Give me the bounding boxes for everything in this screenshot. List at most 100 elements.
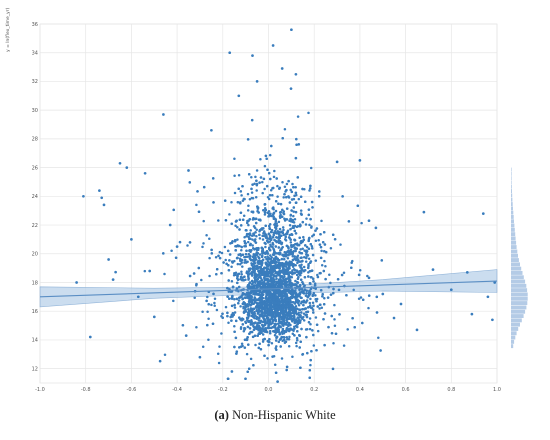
data-point (251, 335, 255, 339)
data-point (281, 136, 284, 140)
data-point (279, 202, 283, 206)
y-tick-label: 16 (32, 309, 38, 315)
data-point (353, 326, 356, 329)
marginal-bar (511, 245, 517, 249)
data-point (285, 218, 289, 221)
data-point (269, 299, 272, 303)
data-point (262, 325, 265, 328)
data-point (213, 297, 217, 301)
data-point (227, 268, 231, 272)
data-point (281, 226, 285, 229)
data-point (248, 310, 252, 313)
data-point (265, 297, 269, 301)
data-point (252, 267, 255, 271)
data-point (273, 363, 277, 366)
regression-line (39, 280, 498, 298)
data-point (118, 161, 122, 165)
data-point (288, 335, 291, 339)
data-point (224, 258, 227, 262)
data-point (210, 303, 213, 307)
data-point (258, 237, 262, 240)
data-point (275, 348, 278, 351)
data-point (295, 299, 298, 302)
data-point (235, 350, 239, 353)
data-point (381, 292, 385, 296)
data-point (296, 277, 300, 280)
data-point (293, 257, 296, 261)
data-point (287, 297, 291, 300)
data-point (294, 242, 297, 246)
data-point (278, 227, 282, 231)
marginal-bar (511, 232, 516, 237)
data-point (250, 296, 253, 300)
data-point (277, 258, 281, 262)
data-point (258, 271, 261, 274)
data-point (279, 337, 283, 340)
data-point (270, 341, 274, 345)
data-point (224, 218, 228, 222)
data-point (309, 306, 313, 309)
data-point (272, 273, 275, 277)
data-point (282, 269, 286, 272)
data-point (261, 340, 265, 343)
data-point (285, 318, 288, 322)
data-point (254, 273, 258, 277)
data-point (295, 294, 298, 298)
data-point (265, 292, 268, 295)
data-point (465, 271, 469, 274)
data-point (273, 231, 276, 235)
data-point (298, 321, 302, 324)
data-point (337, 288, 341, 292)
data-point (240, 270, 243, 273)
data-point (281, 231, 284, 235)
data-point (292, 244, 295, 247)
data-point (323, 312, 327, 315)
data-point (295, 336, 299, 340)
data-point (262, 316, 265, 319)
data-point (229, 242, 232, 245)
data-point (265, 316, 269, 320)
data-point (277, 314, 281, 318)
data-point (274, 272, 277, 275)
data-point (274, 245, 278, 248)
data-point (291, 355, 294, 359)
data-point (246, 209, 250, 212)
data-point (304, 294, 308, 298)
data-point (284, 279, 287, 283)
data-point (230, 304, 234, 308)
data-point (367, 219, 371, 223)
data-point (265, 157, 268, 160)
data-point (275, 277, 278, 280)
data-point (285, 188, 288, 192)
data-point (226, 249, 230, 253)
data-point (297, 270, 301, 273)
data-point (299, 316, 302, 319)
data-point (295, 137, 298, 141)
data-point (238, 346, 241, 349)
data-point (293, 271, 296, 275)
data-point (278, 252, 281, 256)
data-point (283, 127, 287, 131)
data-point (283, 293, 287, 297)
data-point (282, 282, 286, 286)
data-point (234, 271, 238, 274)
data-point (264, 261, 267, 265)
x-tick-label: -0.8 (81, 387, 91, 393)
data-point (316, 273, 319, 277)
data-point (242, 197, 246, 201)
data-point (243, 240, 246, 243)
data-point (352, 288, 355, 292)
data-point (264, 208, 268, 212)
data-point (333, 303, 336, 307)
data-point (239, 190, 243, 193)
data-point (240, 318, 244, 322)
data-point (254, 217, 258, 221)
data-point (290, 198, 294, 201)
data-point (230, 222, 233, 226)
data-point (279, 262, 282, 265)
data-point (143, 171, 147, 175)
data-point (205, 233, 208, 237)
data-point (261, 251, 264, 255)
data-point (272, 281, 276, 284)
data-point (264, 234, 267, 237)
